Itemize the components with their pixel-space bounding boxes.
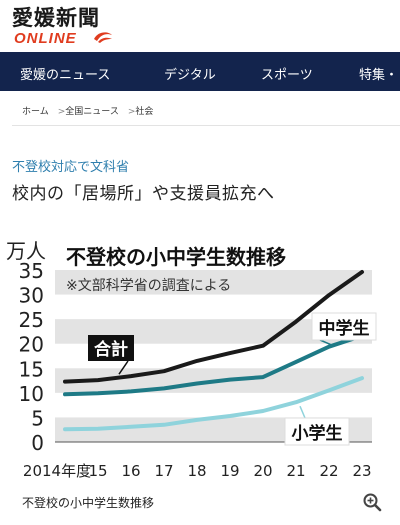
series-line [63, 270, 364, 384]
logo-wordmark: 愛媛新聞 [12, 6, 100, 30]
x-tick-label: 22 [319, 462, 338, 480]
article-headline: 校内の「居場所」や支援員拡充へ [12, 184, 275, 204]
y-tick-label: 10 [19, 382, 44, 406]
image-caption: 不登校の小中学生数推移 [22, 496, 155, 510]
chart-subtitle: ※文部科学省の調査による [66, 278, 231, 294]
y-tick-label: 35 [19, 259, 44, 283]
breadcrumb: ホーム >全国ニュース >社会 [22, 104, 153, 117]
nav-item-digital[interactable]: デジタル [164, 68, 216, 83]
y-tick-label: 30 [19, 284, 44, 308]
series-label-box [284, 417, 350, 446]
breadcrumb-separator: > [57, 107, 66, 117]
x-tick-label: 20 [253, 462, 272, 480]
article-kicker: 不登校対応で文科省 [12, 160, 130, 175]
x-tick-label: 2014年度 [23, 462, 91, 480]
series-label-leader [118, 360, 129, 375]
nav-item-sports[interactable]: スポーツ [261, 68, 313, 83]
breadcrumb-separator: > [127, 107, 136, 117]
y-tick-label: 0 [31, 431, 44, 455]
series-line [63, 333, 364, 397]
breadcrumb-society[interactable]: 社会 [135, 107, 154, 117]
divider [12, 125, 400, 126]
series-label: 合計 [94, 339, 128, 360]
logo-online: ONLINE [14, 30, 77, 47]
grid-band [55, 270, 372, 295]
y-tick-label: 5 [31, 406, 44, 430]
series-label-box [311, 312, 377, 341]
x-tick-label: 16 [121, 462, 140, 480]
x-tick-label: 17 [154, 462, 173, 480]
series-line [63, 376, 364, 432]
breadcrumb-national-news[interactable]: 全国ニュース [65, 107, 119, 117]
nav-item-features[interactable]: 特集・ [359, 68, 399, 83]
nav-item-ehime-news[interactable]: 愛媛のニュース [20, 68, 111, 83]
breadcrumb-home[interactable]: ホーム [22, 107, 49, 117]
chart-title: 不登校の小中学生数推移 [66, 245, 286, 269]
x-tick-label: 23 [352, 462, 371, 480]
series-label-leader [319, 339, 332, 346]
y-tick-label: 20 [19, 333, 44, 357]
main-nav: 愛媛のニュース デジタル スポーツ 特集・ [0, 52, 400, 91]
series-label: 中学生 [319, 318, 370, 339]
x-tick-label: 21 [286, 462, 305, 480]
x-tick-label: 19 [220, 462, 239, 480]
series-label: 小学生 [292, 423, 343, 444]
x-tick-label: 18 [187, 462, 206, 480]
x-tick-label: 15 [88, 462, 107, 480]
site-header: 愛媛新聞 ONLINE [0, 0, 400, 52]
series-label-leader [299, 405, 306, 419]
zoom-in-icon[interactable] [362, 492, 382, 512]
y-tick-label: 15 [19, 357, 44, 381]
site-logo[interactable]: 愛媛新聞 ONLINE [12, 6, 112, 47]
logo-swoosh-icon [94, 32, 112, 43]
y-tick-label: 25 [19, 308, 44, 332]
series-label-box [88, 335, 134, 361]
y-axis-label: 万人 [6, 239, 46, 263]
